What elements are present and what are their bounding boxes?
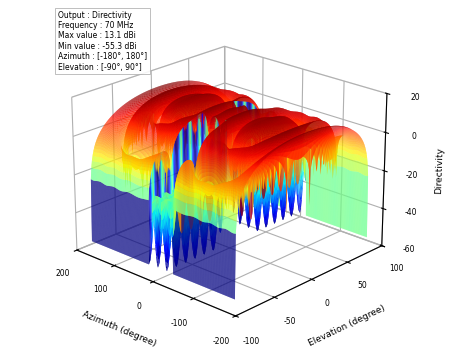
Y-axis label: Elevation (degree): Elevation (degree) [308,304,387,348]
Text: Output : Directivity
Frequency : 70 MHz
Max value : 13.1 dBi
Min value : -55.3 d: Output : Directivity Frequency : 70 MHz … [58,11,147,71]
X-axis label: Azimuth (degree): Azimuth (degree) [82,310,158,349]
